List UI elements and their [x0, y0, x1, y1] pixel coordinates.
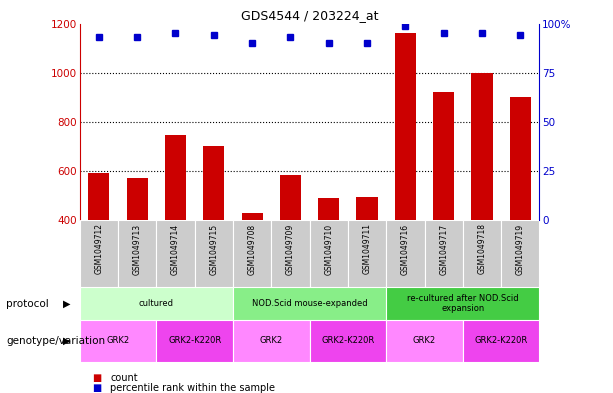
Bar — [233, 320, 310, 362]
Text: GSM1049718: GSM1049718 — [478, 223, 487, 274]
Bar — [233, 220, 271, 287]
Bar — [88, 173, 109, 220]
Text: GSM1049710: GSM1049710 — [324, 223, 333, 275]
Bar — [463, 320, 539, 362]
Text: GRK2: GRK2 — [413, 336, 436, 345]
Text: GRK2-K220R: GRK2-K220R — [168, 336, 221, 345]
Bar — [118, 220, 156, 287]
Bar — [280, 174, 301, 220]
Bar — [501, 220, 539, 287]
Text: ■: ■ — [92, 383, 101, 393]
Text: GSM1049716: GSM1049716 — [401, 223, 410, 275]
Text: GRK2: GRK2 — [260, 336, 283, 345]
Bar — [127, 178, 148, 220]
Bar — [156, 320, 233, 362]
Text: GSM1049709: GSM1049709 — [286, 223, 295, 275]
Bar — [271, 220, 310, 287]
Text: GSM1049715: GSM1049715 — [209, 223, 218, 275]
Bar — [348, 220, 386, 287]
Bar — [424, 220, 463, 287]
Bar — [195, 220, 233, 287]
Bar — [242, 213, 262, 220]
Bar — [318, 198, 339, 220]
Bar — [510, 97, 531, 220]
Text: re-cultured after NOD.Scid
expansion: re-cultured after NOD.Scid expansion — [407, 294, 519, 313]
Bar — [156, 220, 195, 287]
Bar — [395, 33, 416, 220]
Text: ■: ■ — [92, 373, 101, 383]
Text: ▶: ▶ — [63, 299, 70, 309]
Bar — [386, 320, 463, 362]
Text: NOD.Scid mouse-expanded: NOD.Scid mouse-expanded — [252, 299, 367, 308]
Text: GSM1049708: GSM1049708 — [248, 223, 257, 275]
Text: GSM1049712: GSM1049712 — [94, 223, 104, 274]
Text: GRK2-K220R: GRK2-K220R — [321, 336, 375, 345]
Text: genotype/variation: genotype/variation — [6, 336, 105, 346]
Text: protocol: protocol — [6, 299, 49, 309]
Bar — [433, 92, 454, 220]
Text: ▶: ▶ — [63, 336, 70, 346]
Bar — [471, 73, 492, 220]
Text: GRK2: GRK2 — [107, 336, 129, 345]
Bar — [310, 220, 348, 287]
Text: GSM1049711: GSM1049711 — [362, 223, 371, 274]
Bar — [80, 287, 233, 320]
Bar — [165, 135, 186, 220]
Title: GDS4544 / 203224_at: GDS4544 / 203224_at — [241, 9, 378, 22]
Text: GSM1049714: GSM1049714 — [171, 223, 180, 275]
Bar — [204, 146, 224, 220]
Text: cultured: cultured — [139, 299, 174, 308]
Bar — [386, 287, 539, 320]
Text: count: count — [110, 373, 138, 383]
Text: GRK2-K220R: GRK2-K220R — [474, 336, 528, 345]
Bar — [310, 320, 386, 362]
Bar — [386, 220, 424, 287]
Bar — [80, 220, 118, 287]
Text: percentile rank within the sample: percentile rank within the sample — [110, 383, 275, 393]
Bar — [80, 320, 156, 362]
Bar — [463, 220, 501, 287]
Text: GSM1049717: GSM1049717 — [439, 223, 448, 275]
Bar — [233, 287, 386, 320]
Text: GSM1049719: GSM1049719 — [516, 223, 525, 275]
Bar — [357, 197, 378, 220]
Text: GSM1049713: GSM1049713 — [132, 223, 142, 275]
